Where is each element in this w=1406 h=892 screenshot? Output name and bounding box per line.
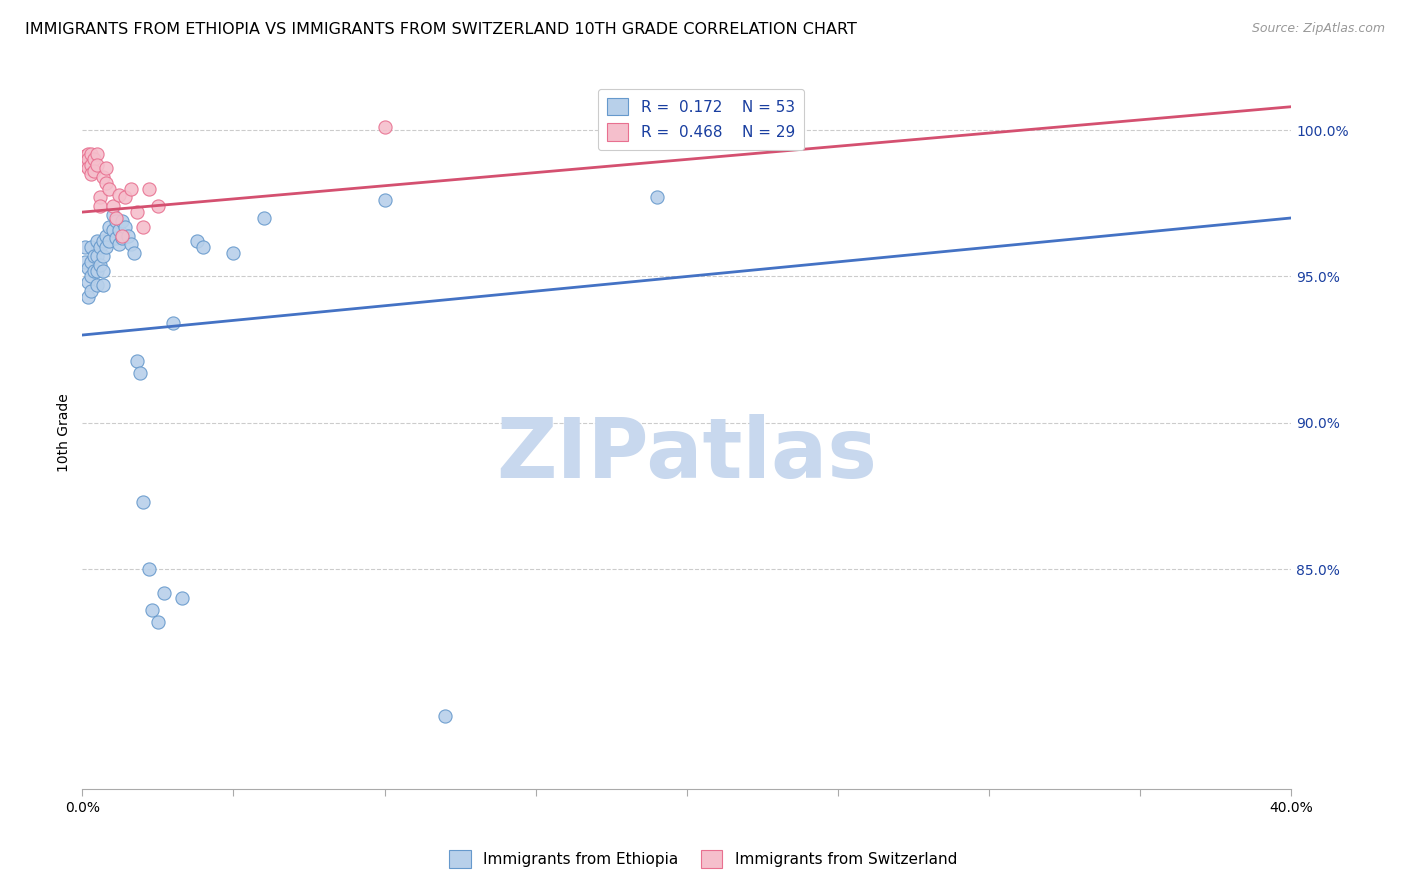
Point [374, 120, 396, 135]
Point [75, 240, 97, 254]
Point [132, 219, 155, 234]
Point [138, 562, 160, 576]
Point [80, 255, 103, 269]
Point [96, 240, 118, 254]
Point [83, 263, 105, 277]
Point [80, 269, 103, 284]
Point [89, 240, 111, 254]
Point [93, 278, 115, 293]
Point [114, 219, 136, 234]
Point [86, 278, 108, 293]
Point [77, 276, 100, 290]
Point [83, 164, 105, 178]
Point [162, 316, 184, 330]
Point [120, 182, 142, 196]
Point [104, 231, 127, 245]
Point [80, 146, 103, 161]
Point [107, 237, 129, 252]
Point [101, 208, 124, 222]
Point [83, 153, 105, 167]
Point [80, 284, 103, 298]
Point [93, 169, 115, 184]
Point [98, 219, 121, 234]
Point [107, 222, 129, 236]
Point [138, 182, 160, 196]
Point [125, 205, 148, 219]
Point [96, 176, 118, 190]
Point [110, 231, 132, 245]
Point [170, 591, 193, 606]
Legend: Immigrants from Ethiopia, Immigrants from Switzerland: Immigrants from Ethiopia, Immigrants fro… [443, 844, 963, 873]
Point [86, 235, 108, 249]
Point [110, 214, 132, 228]
Text: ZIPatlas: ZIPatlas [496, 414, 877, 495]
Point [434, 708, 457, 723]
Point [86, 263, 108, 277]
Point [125, 354, 148, 368]
Point [253, 211, 276, 225]
Legend: R =  0.172    N = 53, R =  0.468    N = 29: R = 0.172 N = 53, R = 0.468 N = 29 [598, 88, 804, 150]
Point [75, 149, 97, 163]
Point [80, 240, 103, 254]
Point [77, 146, 100, 161]
Point [122, 246, 145, 260]
Point [141, 603, 163, 617]
Point [128, 366, 150, 380]
Text: IMMIGRANTS FROM ETHIOPIA VS IMMIGRANTS FROM SWITZERLAND 10TH GRADE CORRELATION C: IMMIGRANTS FROM ETHIOPIA VS IMMIGRANTS F… [25, 22, 858, 37]
Point [120, 237, 142, 252]
Point [104, 214, 127, 228]
Point [101, 199, 124, 213]
Point [645, 190, 668, 204]
Point [89, 199, 111, 213]
Text: Source: ZipAtlas.com: Source: ZipAtlas.com [1251, 22, 1385, 36]
Point [77, 161, 100, 176]
Point [77, 153, 100, 167]
Point [80, 167, 103, 181]
Point [93, 249, 115, 263]
Point [114, 190, 136, 204]
Point [93, 235, 115, 249]
Point [93, 263, 115, 277]
Point [89, 258, 111, 272]
Point [96, 161, 118, 176]
Point [146, 615, 169, 629]
Point [98, 182, 121, 196]
Point [146, 199, 169, 213]
Point [110, 228, 132, 243]
Point [153, 585, 176, 599]
Point [86, 158, 108, 172]
Point [75, 158, 97, 172]
Point [96, 228, 118, 243]
Point [86, 249, 108, 263]
Point [89, 190, 111, 204]
Point [186, 235, 208, 249]
Point [222, 246, 245, 260]
Point [80, 158, 103, 172]
Point [83, 249, 105, 263]
Point [132, 495, 155, 509]
Point [374, 194, 396, 208]
Point [75, 255, 97, 269]
Point [77, 260, 100, 275]
Point [98, 235, 121, 249]
Point [117, 228, 139, 243]
Point [77, 290, 100, 304]
Point [104, 211, 127, 225]
Point [101, 222, 124, 236]
Point [86, 146, 108, 161]
Point [193, 240, 215, 254]
Point [107, 187, 129, 202]
Y-axis label: 10th Grade: 10th Grade [58, 393, 72, 473]
